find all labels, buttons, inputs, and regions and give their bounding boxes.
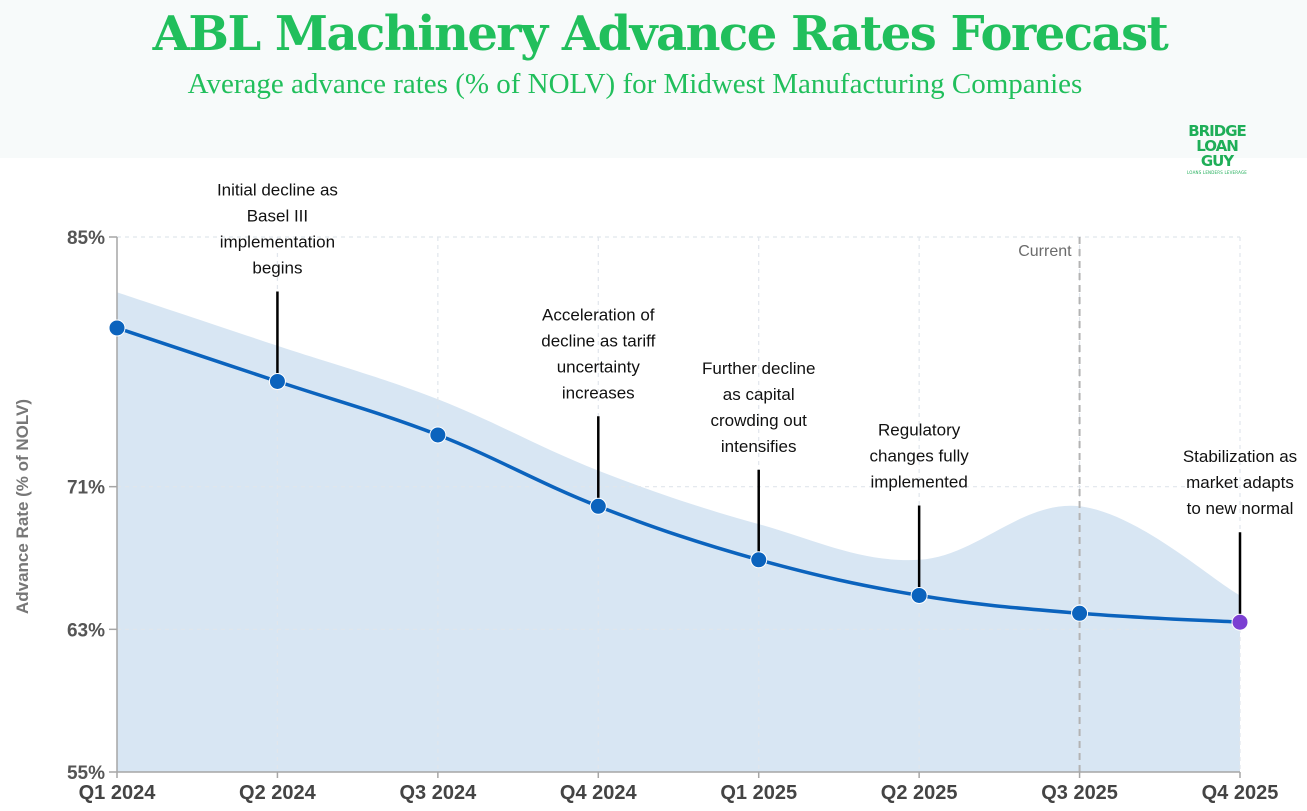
data-point-q2-2025 (910, 586, 928, 604)
annotation-text-q2-2024-2: implementation (220, 232, 335, 251)
x-tick-label-q1-2024: Q1 2024 (79, 782, 157, 804)
header-band (0, 0, 1307, 158)
data-point-q3-2024 (429, 426, 447, 444)
annotation-text-q4-2025-2: to new normal (1187, 499, 1294, 518)
y-axis-title: Advance Rate (% of NOLV) (13, 399, 32, 614)
annotation-text-q4-2025-1: market adapts (1186, 473, 1294, 492)
bridge-loan-guy-logo: BRIDGE LOAN GUY LOANS LENDERS LEVERAGE (1180, 124, 1254, 182)
y-tick-label-55: 55% (67, 763, 105, 784)
annotation-text-q4-2024-0: Acceleration of (542, 305, 655, 324)
annotation-q4-2024: Acceleration of decline as tariff uncertai… (541, 305, 656, 499)
annotation-q1-2025: Further decline as capital crowding out int… (702, 359, 815, 552)
annotation-text-q2-2024-1: Basel III (247, 206, 308, 225)
annotation-q4-2025: Stabilization as market adapts to new norm… (1183, 447, 1297, 615)
data-point-q4-2025 (1231, 613, 1249, 631)
data-point-q3-2025 (1071, 604, 1089, 622)
annotation-text-q1-2025-3: intensifies (721, 437, 797, 456)
annotation-text-q1-2025-1: as capital (723, 385, 795, 404)
annotation-text-q2-2025-0: Regulatory (878, 420, 961, 439)
annotation-text-q2-2025-1: changes fully (870, 446, 970, 465)
y-tick-label-63: 63% (67, 620, 105, 641)
chart-subtitle: Average advance rates (% of NOLV) for Mi… (187, 68, 1083, 100)
advance-rate-line (115, 326, 1242, 624)
x-tick-label-q3-2024: Q3 2024 (399, 782, 477, 804)
current-marker-label: Current (1018, 243, 1072, 260)
annotation-text-q2-2024-3: begins (252, 258, 302, 277)
logo-word-bridge: BRIDGE (1188, 122, 1247, 140)
data-point-q2-2024 (268, 372, 286, 390)
x-tick-label-q3-2025: Q3 2025 (1041, 782, 1118, 804)
logo-word-guy: GUY (1200, 152, 1234, 170)
data-point-q1-2024 (108, 319, 126, 337)
x-tick-label-q2-2024: Q2 2024 (239, 782, 317, 804)
annotation-text-q4-2024-2: uncertainty (557, 357, 641, 376)
annotation-text-q4-2024-1: decline as tariff (541, 331, 655, 350)
annotation-q2-2024: Initial decline as Basel III implementatio… (217, 180, 338, 374)
annotation-text-q4-2025-0: Stabilization as (1183, 447, 1297, 466)
chart-title: ABL Machinery Advance Rates Forecast (152, 6, 1169, 62)
data-point-q1-2025 (750, 551, 768, 569)
logo-tagline: LOANS LENDERS LEVERAGE (1187, 170, 1247, 175)
x-tick-label-q1-2025: Q1 2025 (720, 782, 797, 804)
y-tick-label-71: 71% (67, 478, 105, 499)
forecast-range-band (117, 292, 1240, 772)
y-tick-label-85: 85% (67, 228, 105, 249)
annotation-text-q2-2025-2: implemented (870, 472, 967, 491)
annotation-q2-2025: Regulatory changes fully implemented (870, 420, 970, 588)
annotation-text-q1-2025-2: crowding out (711, 411, 808, 430)
x-tick-label-q4-2025: Q4 2025 (1202, 782, 1279, 804)
x-tick-label-q2-2025: Q2 2025 (881, 782, 958, 804)
annotation-text-q2-2024-0: Initial decline as (217, 180, 338, 199)
data-point-q4-2024 (589, 497, 607, 515)
x-tick-label-q4-2024: Q4 2024 (560, 782, 638, 804)
annotation-text-q4-2024-3: increases (562, 383, 635, 402)
annotation-text-q1-2025-0: Further decline (702, 359, 815, 378)
logo-word-loan: LOAN (1196, 137, 1239, 155)
